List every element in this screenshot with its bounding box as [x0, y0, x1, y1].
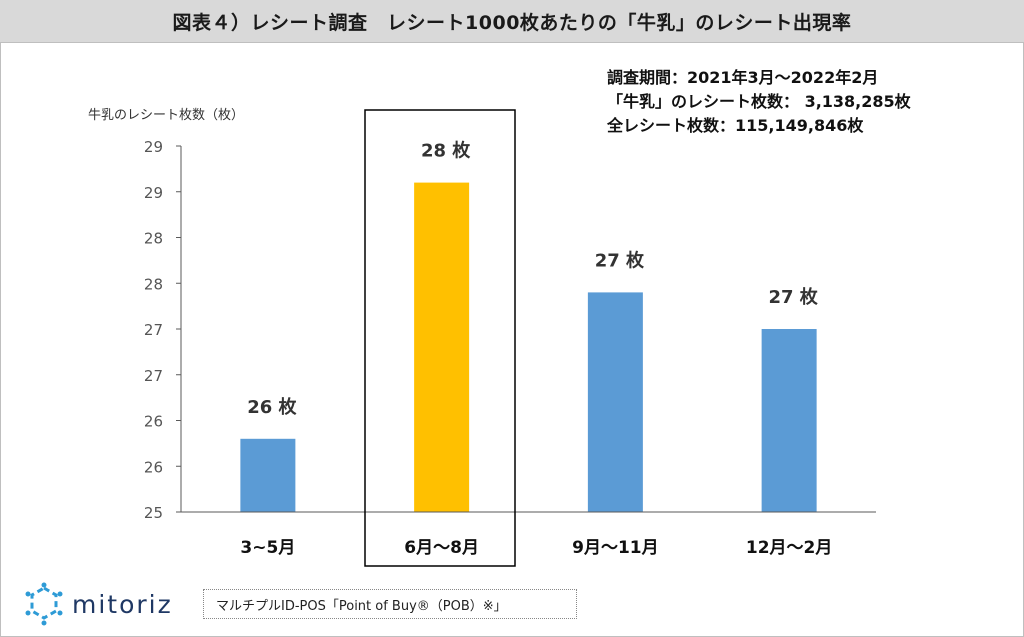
y-tick-label: 26 [144, 458, 163, 476]
y-tick-label: 26 [144, 413, 163, 431]
x-tick-label: 3~5月 [240, 538, 295, 558]
total-receipt-count: 全レシート枚数：115,149,846枚 [607, 116, 864, 135]
bar-1 [240, 438, 296, 512]
x-axis-labels: 3~5月 6月～8月 9月～11月 12月～2月 [240, 538, 832, 558]
y-axis-label: 牛乳のレシート枚数（枚） [88, 108, 244, 123]
milk-receipt-count: 「牛乳」のレシート枚数： 3,138,285枚 [607, 92, 911, 111]
y-tick-label: 27 [144, 367, 163, 385]
y-tick-label: 28 [144, 230, 163, 248]
mitoriz-logo: mitoriz [22, 582, 173, 626]
mitoriz-logo-text: mitoriz [72, 589, 173, 619]
y-tick-label: 28 [144, 275, 163, 293]
y-tick-label: 29 [144, 138, 163, 156]
data-label: 27 枚 [768, 286, 818, 308]
data-label: 27 枚 [595, 249, 645, 271]
x-tick-label: 9月～11月 [572, 538, 659, 558]
y-axis-ticks: 25 26 26 27 27 28 28 29 29 [144, 138, 181, 522]
bar-3 [587, 292, 643, 512]
data-label: 26 枚 [247, 396, 297, 418]
bars [240, 182, 817, 512]
highlight-box [364, 109, 516, 567]
survey-period: 調査期間：2021年3月～2022年2月 [607, 68, 879, 87]
y-tick-label: 25 [144, 504, 163, 522]
figure-title: 図表４）レシート調査 レシート1000枚あたりの「牛乳」のレシート出現率 [172, 11, 852, 34]
data-labels: 26 枚 28 枚 27 枚 27 枚 [247, 140, 819, 418]
bar-2 [414, 182, 470, 512]
y-tick-label: 27 [144, 321, 163, 339]
mitoriz-logo-icon [25, 582, 63, 626]
survey-info: 調査期間：2021年3月～2022年2月 「牛乳」のレシート枚数： 3,138,… [607, 66, 911, 138]
title-bar: 図表４）レシート調査 レシート1000枚あたりの「牛乳」のレシート出現率 [0, 0, 1024, 43]
x-tick-label: 6月～8月 [404, 538, 479, 558]
bar-4 [761, 329, 817, 512]
data-label: 28 枚 [421, 140, 471, 162]
data-source-note: マルチプルID-POS「Point of Buy®（POB）※」 [203, 589, 577, 619]
y-tick-label: 29 [144, 184, 163, 202]
x-tick-label: 12月～2月 [746, 538, 833, 558]
